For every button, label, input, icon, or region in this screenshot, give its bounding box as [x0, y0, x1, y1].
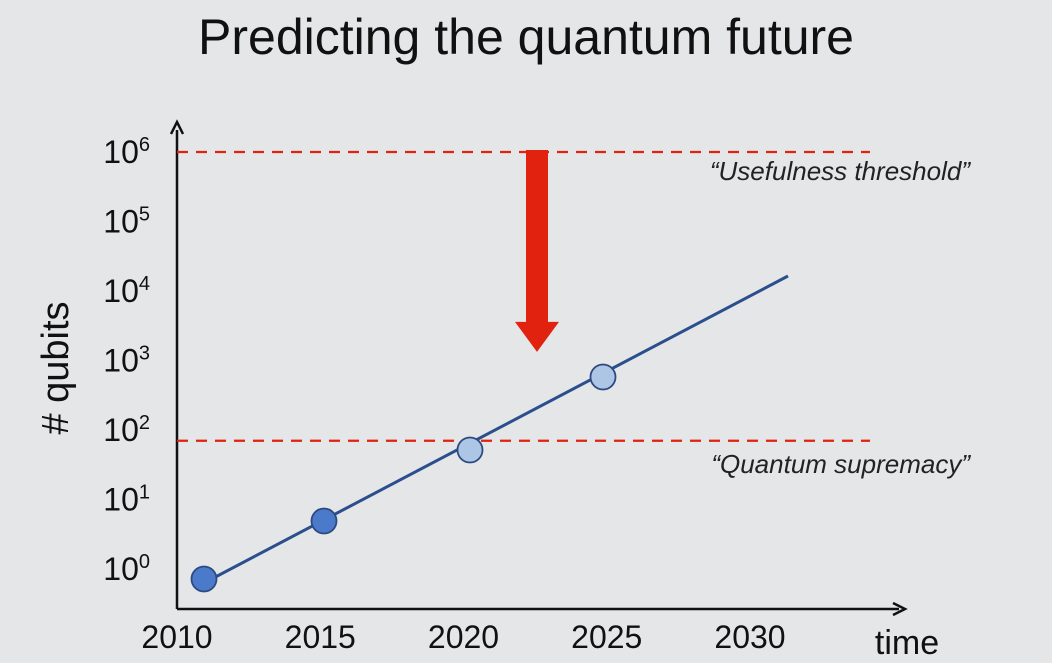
y-tick-label: 106	[103, 134, 150, 170]
tick-labels: 100 101 102 103 104 105 106 2010 2015 2020 2025 203…	[35, 134, 939, 662]
y-tick-label: 101	[103, 482, 150, 518]
x-tick-label: 2030	[714, 619, 785, 655]
threshold-label: “Usefulness threshold”	[710, 156, 971, 186]
x-tick-label: 2020	[428, 619, 499, 655]
reduction-arrow	[515, 150, 559, 352]
y-tick-label: 105	[103, 204, 150, 240]
data-point-2016	[310, 507, 338, 535]
x-tick-label: 2010	[141, 619, 212, 655]
y-tick-label: 102	[103, 412, 150, 448]
y-tick-label: 104	[103, 273, 150, 309]
trend-line	[203, 274, 789, 585]
arrow-head	[515, 321, 559, 352]
threshold-lines: “Usefulness threshold” “Quantum supremacy…	[177, 150, 971, 479]
x-axis-arrowhead	[892, 601, 908, 617]
data-points	[190, 363, 617, 593]
y-tick-label: 100	[103, 551, 150, 587]
data-point-2021	[456, 436, 484, 464]
x-tick-label: 2015	[285, 619, 356, 655]
data-point-2011	[190, 565, 218, 593]
y-axis-arrowhead	[169, 119, 185, 135]
trend-line-layer	[203, 274, 789, 585]
x-tick-label: 2025	[571, 619, 642, 655]
arrow-shaft	[526, 150, 548, 324]
data-point-2026	[589, 363, 617, 391]
threshold-label: “Quantum supremacy”	[711, 449, 971, 479]
x-axis-label: time	[875, 624, 939, 662]
axes	[169, 119, 908, 617]
y-tick-label: 103	[103, 343, 150, 379]
y-axis-label: # qubits	[35, 301, 77, 434]
page-title: Predicting the quantum future	[198, 9, 854, 65]
